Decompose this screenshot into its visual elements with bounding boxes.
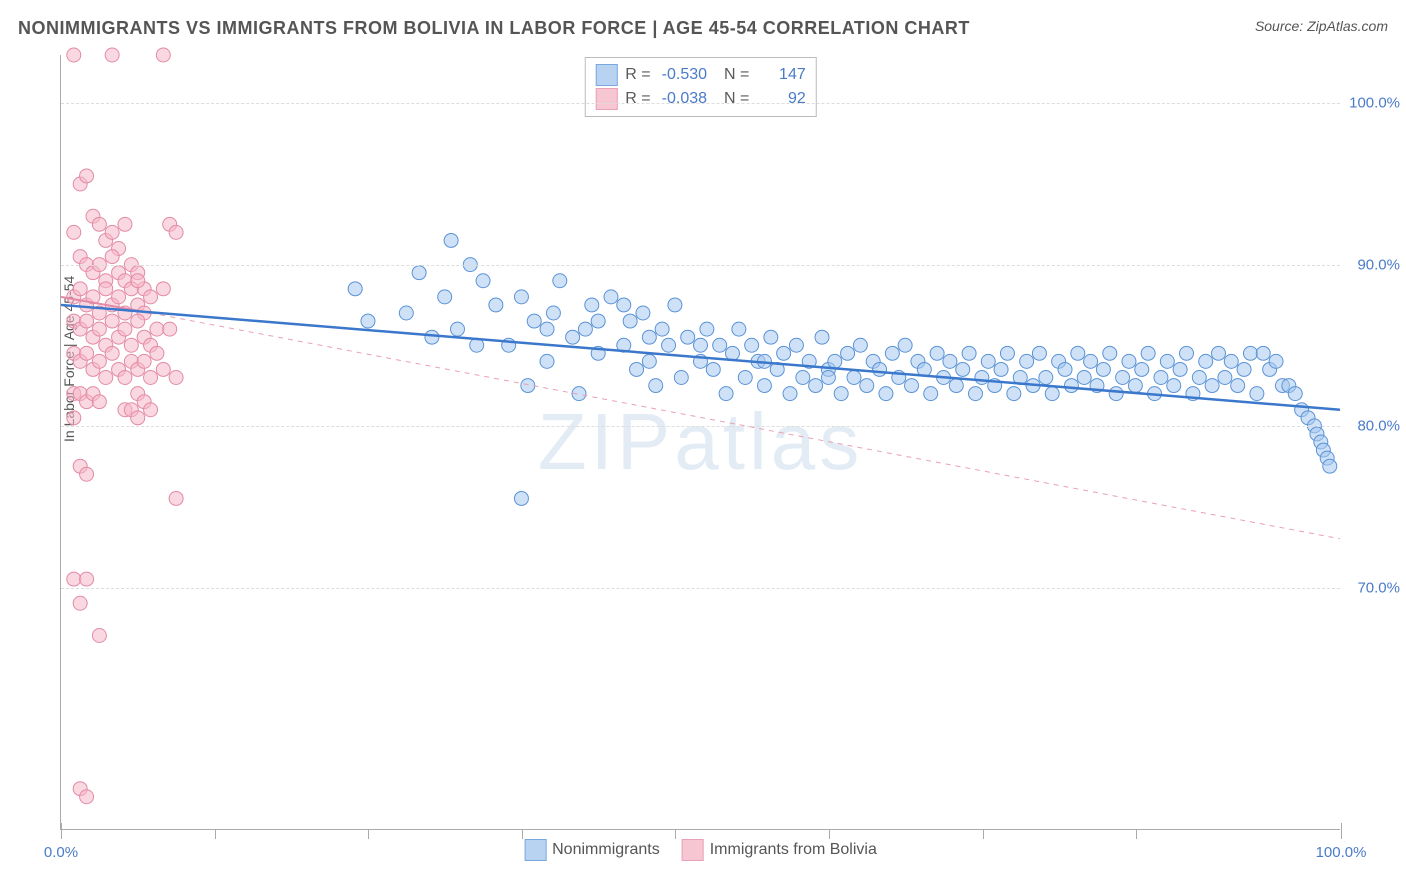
chart-svg <box>61 55 1340 829</box>
x-tick <box>522 829 523 839</box>
gridline <box>61 103 1340 104</box>
legend-row: R = -0.038 N = 92 <box>595 88 805 110</box>
x-tick <box>829 829 830 839</box>
plot-area: In Labor Force | Age 45-54 ZIPatlas R = … <box>60 55 1340 830</box>
series-legend: Nonimmigrants Immigrants from Bolivia <box>524 839 877 861</box>
x-tick <box>61 823 62 839</box>
gridline <box>61 265 1340 266</box>
x-tick <box>368 829 369 839</box>
legend-n: N = 92 <box>715 90 806 108</box>
legend-swatch <box>595 64 617 86</box>
legend-label: Nonimmigrants <box>552 841 660 859</box>
legend-label: Immigrants from Bolivia <box>710 841 877 859</box>
legend-item: Nonimmigrants <box>524 839 660 861</box>
gridline <box>61 426 1340 427</box>
legend-item: Immigrants from Bolivia <box>682 839 877 861</box>
y-tick-label: 80.0% <box>1345 418 1400 435</box>
x-tick <box>1341 823 1342 839</box>
y-tick-label: 100.0% <box>1345 95 1400 112</box>
legend-swatch <box>595 88 617 110</box>
x-tick <box>983 829 984 839</box>
y-tick-label: 70.0% <box>1345 579 1400 596</box>
source-label: Source: ZipAtlas.com <box>1255 18 1388 34</box>
legend-swatch <box>524 839 546 861</box>
x-tick <box>675 829 676 839</box>
x-tick <box>215 829 216 839</box>
correlation-legend: R = -0.530 N = 147R = -0.038 N = 92 <box>584 57 816 117</box>
gridline <box>61 588 1340 589</box>
x-tick <box>1136 829 1137 839</box>
legend-r: R = -0.530 <box>625 66 707 84</box>
chart-title: NONIMMIGRANTS VS IMMIGRANTS FROM BOLIVIA… <box>18 18 970 39</box>
x-tick-label: 100.0% <box>1316 844 1367 861</box>
legend-r: R = -0.038 <box>625 90 707 108</box>
legend-n: N = 147 <box>715 66 806 84</box>
y-tick-label: 90.0% <box>1345 256 1400 273</box>
x-tick-label: 0.0% <box>44 844 78 861</box>
legend-swatch <box>682 839 704 861</box>
legend-row: R = -0.530 N = 147 <box>595 64 805 86</box>
